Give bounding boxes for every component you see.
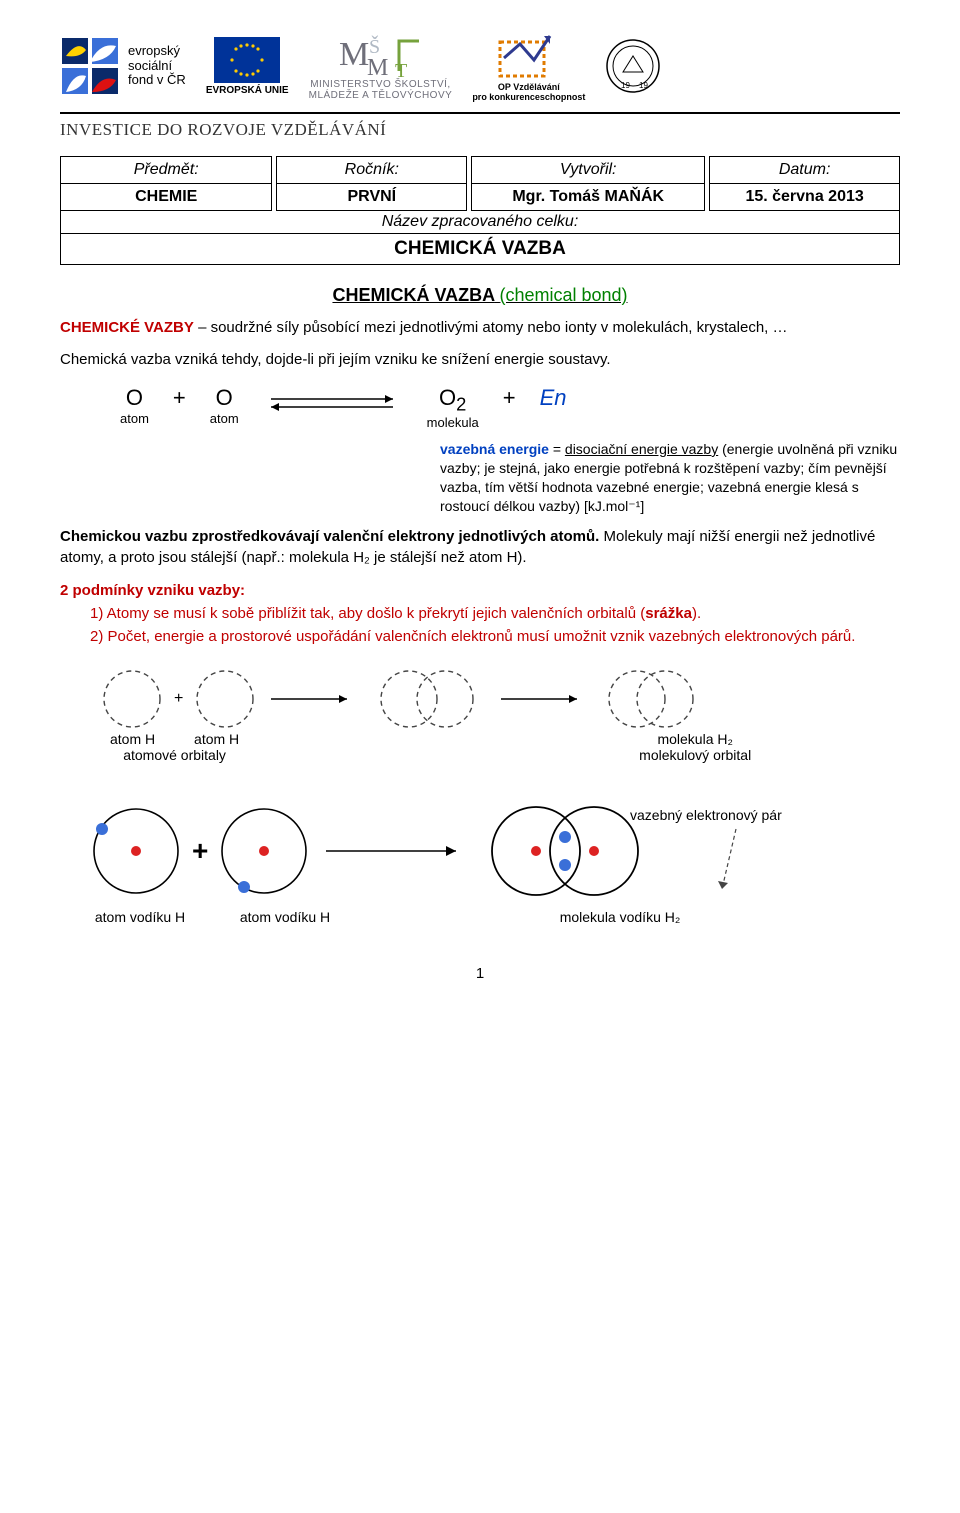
eu-flag-icon [214,37,280,83]
logo-strip: evropský sociální fond v ČR [60,30,900,114]
dashed-overlap-icon [367,667,487,731]
reaction-equation: O atom + O atom O2 molekula + En [120,385,900,430]
eq-o1-sym: O [126,385,143,410]
atom-h-icon [90,805,182,897]
cond1a: 1) Atomy se musí k sobě přiblížit tak, a… [90,605,645,622]
svg-text:19: 19 [621,81,630,90]
bond-lbl-left: atom vodíku H [80,909,200,925]
section-title-paren: (chemical bond) [499,285,627,305]
dashed-merged-icon [597,667,707,731]
intro-lead: CHEMICKÉ VAZBY [60,319,194,336]
arrow-icon [320,841,470,861]
dash-pointer-icon [716,827,746,897]
eq-o2-label: atom [210,411,239,426]
th-year: Ročník: [276,156,467,184]
eu-label: EVROPSKÁ UNIE [206,85,289,96]
esf-line1: evropský [128,44,186,59]
svg-text:T: T [395,60,408,79]
page-number: 1 [60,965,900,982]
eq-o2mol-sym: O2 [439,385,466,410]
para3a: Chemickou vazbu zprostředkovávají valenč… [60,528,599,545]
orb-plus: + [174,690,183,708]
eq-o-right: O atom [210,385,239,426]
th-subject: Předmět: [60,156,272,184]
th-author: Vytvořil: [471,156,705,184]
def-eq: = [553,441,565,457]
opvk-icon [494,30,564,82]
intro-paragraph: CHEMICKÉ VAZBY – soudržné síly působící … [60,318,900,338]
tagline: INVESTICE DO ROZVOJE VZDĚLÁVÁNÍ [60,120,900,140]
arrow-icon [497,690,587,708]
equilibrium-arrow-icon [263,391,403,413]
td-subject: CHEMIE [60,183,272,211]
dashed-circle-icon [193,667,257,731]
topic-row: CHEMICKÁ VAZBA [60,234,900,265]
section-title-main: CHEMICKÁ VAZBA [332,285,494,305]
orbital-labels: atom H atom H atomové orbitaly molekula … [60,731,900,763]
para3: Chemickou vazbu zprostředkovávají valenč… [60,527,900,568]
def-bold: vazebná energie [440,441,549,457]
eq-plus1: + [173,385,186,411]
section-title: CHEMICKÁ VAZBA (chemical bond) [60,285,900,306]
title-row: Název zpracovaného celku: [60,211,900,234]
td-author: Mgr. Tomáš MAŇÁK [471,183,705,211]
atom-h-icon [218,805,310,897]
th-date: Datum: [709,156,900,184]
cond-2: 2) Počet, energie a prostorové uspořádán… [90,626,900,647]
definition-block: vazebná energie = disociační energie vaz… [440,440,900,516]
cond1b: srážka [645,605,692,622]
eq-plus2: + [503,385,516,411]
eq-en: En [540,385,567,411]
svg-text:M: M [339,36,370,73]
def-under: disociační energie vazby [565,441,718,457]
dashed-circle-icon [100,667,164,731]
esf-line3: fond v ČR [128,73,186,88]
eq-o2mol: O2 molekula [427,385,479,430]
eq-o-left: O atom [120,385,149,426]
conditions-list: 1) Atomy se musí k sobě přiblížit tak, a… [90,603,900,647]
td-year: PRVNÍ [276,183,467,211]
bonding-pair-label: vazebný elektronový pár [630,807,782,823]
intro-rest: – soudržné síly působící mezi jednotlivý… [198,319,787,336]
eq-o1-label: atom [120,411,149,426]
eu-logo: EVROPSKÁ UNIE [206,37,289,96]
header-table: Předmět: Ročník: Vytvořil: Datum: CHEMIE… [60,156,900,265]
lbl-molH2: molekula H₂ [639,731,751,747]
lbl-molorbital: molekulový orbital [639,747,751,763]
cond1c: ). [692,605,701,622]
bond-plus: + [192,835,208,867]
lbl-atomove: atomové orbitaly [110,747,239,763]
esf-line2: sociální [128,59,186,74]
svg-text:19: 19 [639,81,648,90]
msmt-line1: MINISTERSTVO ŠKOLSTVÍ, [310,79,450,90]
orbital-diagram: + [100,667,900,731]
opvk-line1: OP Vzdělávání [498,82,560,92]
opvk-logo: OP Vzdělávání pro konkurenceschopnost [472,30,585,102]
cond-1: 1) Atomy se musí k sobě přiblížit tak, a… [90,603,900,624]
svg-text:M: M [367,55,389,79]
msmt-icon: M Š M T [335,31,425,79]
msmt-line2: MLÁDEŽE A TĚLOVÝCHOVY [309,90,453,101]
esf-icon [60,36,120,96]
msmt-logo: M Š M T MINISTERSTVO ŠKOLSTVÍ, MLÁDEŽE A… [309,31,453,101]
esf-text: evropský sociální fond v ČR [128,44,186,89]
bond-lbl-right: molekula vodíku H₂ [520,909,720,925]
molecule-h2-icon [480,803,650,899]
conditions-title: 2 podmínky vzniku vazby: [60,582,900,599]
topic: CHEMICKÁ VAZBA [394,238,566,259]
arrow-icon [267,690,357,708]
esf-logo: evropský sociální fond v ČR [60,36,186,96]
td-date: 15. června 2013 [709,183,900,211]
bonding-labels: atom vodíku H atom vodíku H molekula vod… [60,909,900,925]
sentence2: Chemická vazba vzniká tehdy, dojde-li př… [60,350,900,370]
lbl-atomH-2: atom H [194,731,239,747]
opvk-line2: pro konkurenceschopnost [472,92,585,102]
eq-o2mol-label: molekula [427,415,479,430]
school-seal: 19 19 [605,38,661,94]
eq-o2-sym: O [216,385,233,410]
bond-lbl-mid: atom vodíku H [220,909,350,925]
lbl-atomH-1: atom H [110,731,155,747]
